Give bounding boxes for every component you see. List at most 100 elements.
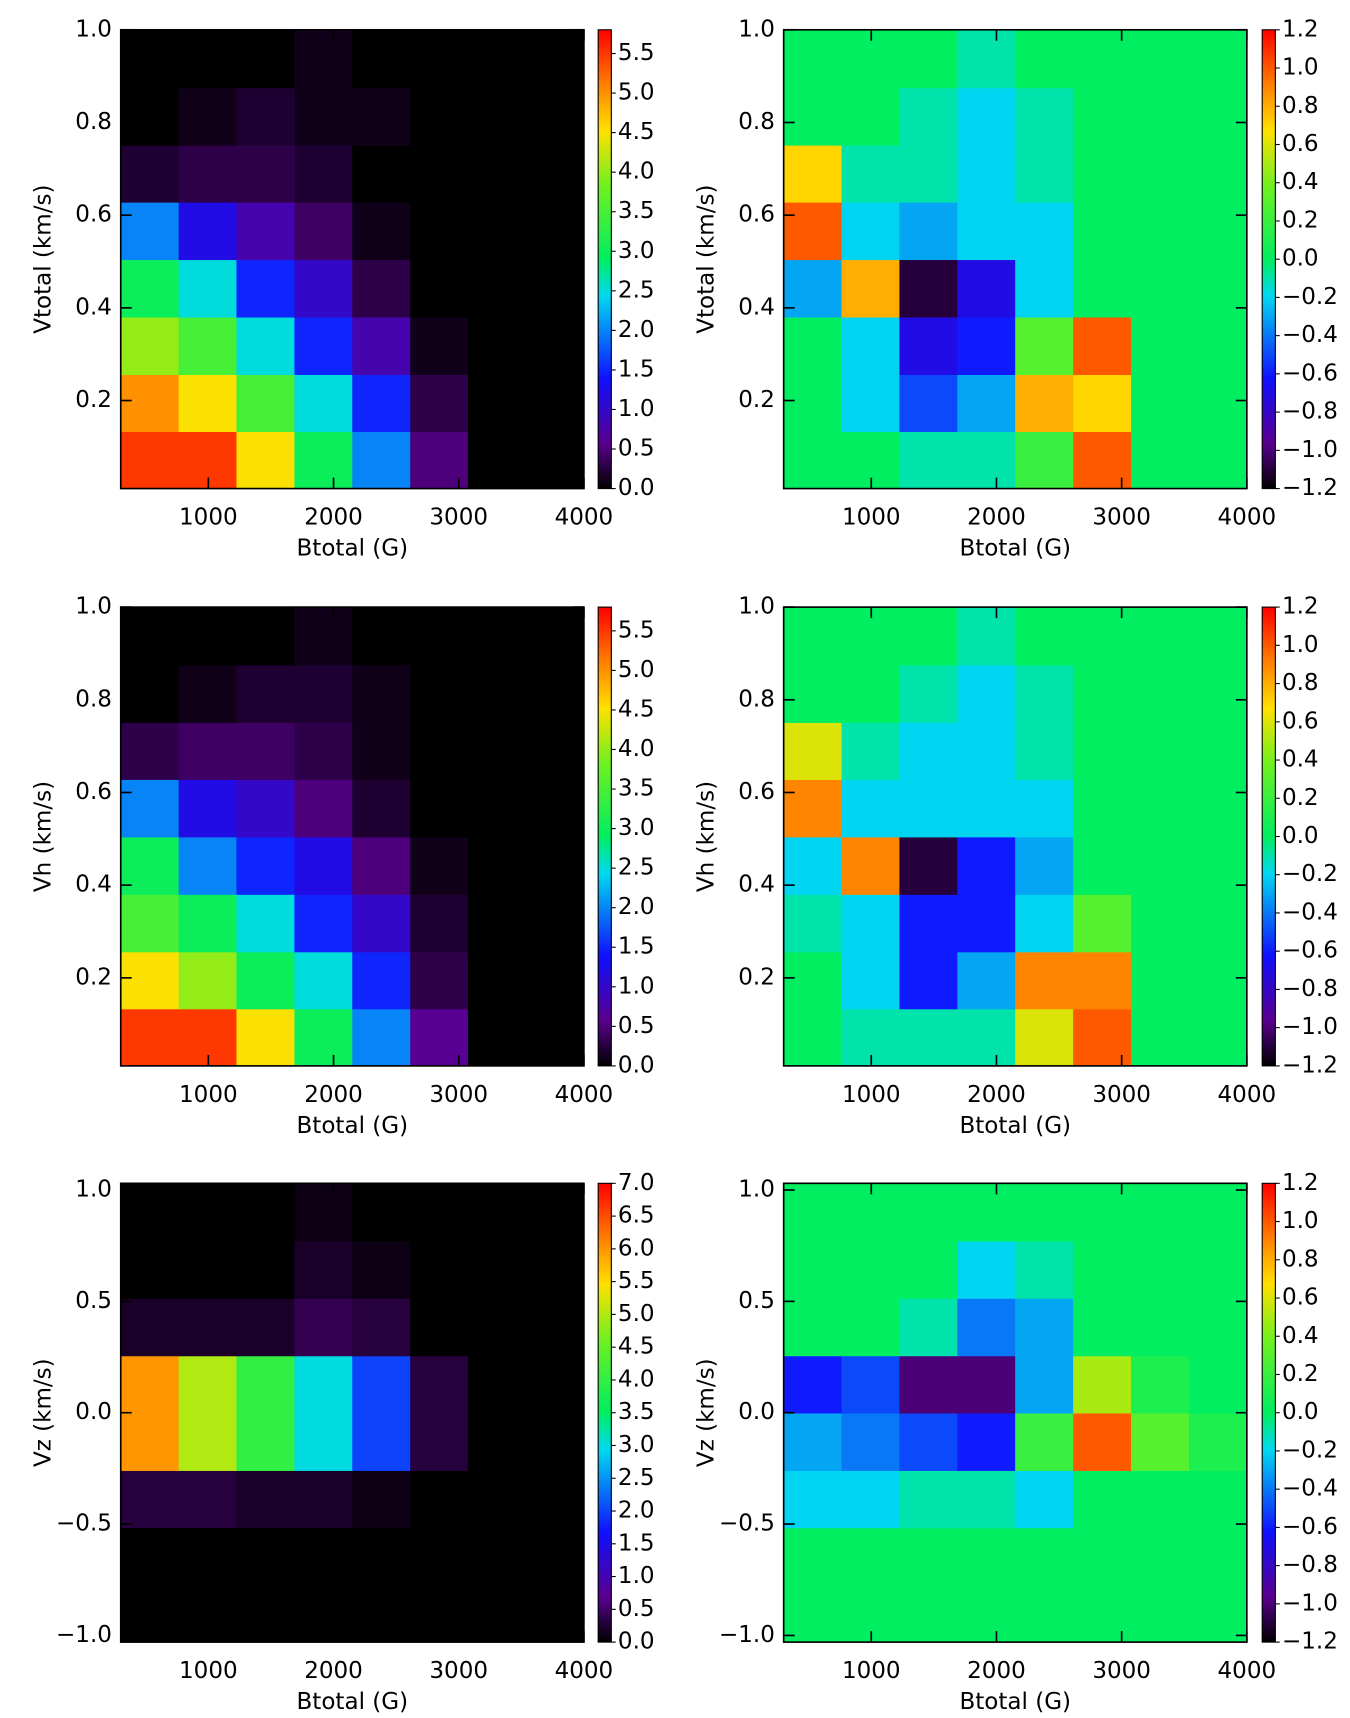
heatmap-cell	[236, 1008, 296, 1066]
colorbar	[597, 606, 612, 1067]
heatmap-cell	[1015, 607, 1075, 666]
heatmap-cell	[294, 721, 354, 780]
heatmap-cell	[1188, 893, 1247, 953]
colorbar-tick-label: −1.0	[1282, 1590, 1338, 1616]
heatmap-cell	[526, 373, 584, 432]
colorbar-tick-label: 0.0	[618, 1052, 655, 1078]
heatmap-cell	[120, 664, 180, 723]
heatmap-cell	[957, 1183, 1017, 1242]
y-tick-label: 1.0	[738, 594, 775, 620]
heatmap-cell	[783, 950, 843, 1010]
heatmap-cell	[410, 1240, 470, 1299]
heatmap-cell	[410, 1298, 470, 1357]
heatmap-cell	[783, 1008, 843, 1066]
heatmap-cell	[468, 201, 527, 261]
heatmap-cell	[1130, 431, 1190, 489]
heatmap-cell	[352, 259, 412, 318]
heatmap-cell	[1130, 664, 1190, 723]
heatmap-cell	[352, 1240, 412, 1299]
heatmap-cell	[783, 431, 843, 489]
heatmap-cell	[352, 144, 412, 203]
heatmap-cell	[783, 721, 843, 780]
heatmap-cell	[294, 950, 354, 1010]
heatmap-cell	[1015, 259, 1075, 318]
colorbar-tick-label: −0.4	[1282, 322, 1338, 348]
heatmap-cell	[526, 721, 584, 780]
colorbar-tick-label: 5.5	[618, 617, 655, 643]
colorbar-tick-label: 0.0	[1282, 246, 1319, 272]
heatmap-cell	[236, 316, 296, 375]
heatmap-cell	[841, 1527, 901, 1586]
heatmap-cell	[1188, 607, 1247, 666]
heatmap-cell	[1130, 1240, 1190, 1299]
heatmap-cell	[1073, 431, 1132, 489]
heatmap-cell	[1015, 779, 1075, 838]
heatmap-cell	[468, 431, 527, 489]
heatmap-cell	[1130, 29, 1190, 89]
colorbar-tick-label: 0.5	[618, 1596, 655, 1622]
heatmap-cell	[526, 87, 584, 146]
heatmap-cell	[352, 1412, 412, 1471]
heatmap-cell	[1015, 1584, 1075, 1643]
heatmap-cell	[783, 1183, 843, 1242]
x-tick-label: 4000	[1218, 1082, 1277, 1108]
heatmap-cell	[120, 1240, 180, 1299]
colorbar-tick-label: 1.2	[1282, 16, 1319, 42]
heatmap-cell	[841, 721, 901, 780]
y-tick-label: 0.6	[75, 779, 112, 805]
x-tick-label: 4000	[1218, 505, 1277, 531]
heatmap-cell	[957, 1584, 1017, 1643]
heatmap-cell	[468, 1183, 527, 1242]
plot-frame	[119, 606, 585, 1067]
heatmap-cell	[1130, 87, 1190, 146]
colorbar-tick-label: 3.0	[618, 238, 655, 264]
heatmap-cell	[468, 259, 527, 318]
heatmap-cell	[1188, 87, 1247, 146]
heatmap-cell	[1015, 1008, 1075, 1066]
heatmap-cell	[1073, 201, 1132, 261]
heatmap-cell	[841, 1470, 901, 1529]
heatmap-cell	[352, 29, 412, 89]
heatmap-cell	[1073, 893, 1132, 953]
x-tick-label: 3000	[429, 505, 488, 531]
colorbar-tick-label: −0.2	[1282, 1437, 1338, 1463]
heatmap-cell	[178, 836, 238, 895]
x-axis-label: Btotal (G)	[297, 535, 409, 561]
heatmap-cell	[468, 87, 527, 146]
heatmap-cell	[1130, 259, 1190, 318]
heatmap-cell	[526, 316, 584, 375]
x-tick-label: 2000	[967, 1658, 1026, 1684]
heatmap-cell	[957, 1470, 1017, 1529]
y-tick-label: 1.0	[738, 1177, 775, 1203]
y-axis-label: Vh (km/s)	[693, 781, 719, 892]
heatmap-cell	[352, 316, 412, 375]
colorbar-tick-label: 0.5	[618, 436, 655, 462]
heatmap-cell	[352, 1008, 412, 1066]
heatmap-cell	[899, 664, 959, 723]
heatmap-cell	[178, 1240, 238, 1299]
colorbar-tick-label: 1.0	[618, 396, 655, 422]
y-tick-label: 0.2	[738, 964, 775, 990]
colorbar-tick-label: 1.2	[1282, 1170, 1319, 1196]
y-tick-label: −0.5	[56, 1511, 112, 1537]
heatmap-cell	[1188, 779, 1247, 838]
heatmap-cell	[899, 1183, 959, 1242]
colorbar-tick-label: 5.5	[618, 1268, 655, 1294]
y-tick-label: 0.5	[75, 1288, 112, 1314]
colorbar-tick-label: −0.8	[1282, 399, 1338, 425]
heatmap-cell	[352, 1298, 412, 1357]
heatmap-cell	[294, 1527, 354, 1586]
y-tick-label: 0.6	[738, 202, 775, 228]
y-tick-label: 0.8	[738, 686, 775, 712]
heatmap-cell	[120, 893, 180, 953]
heatmap-cell	[841, 950, 901, 1010]
heatmap-cell	[526, 1298, 584, 1357]
heatmap-cell	[1015, 1183, 1075, 1242]
colorbar-tick-label: 3.5	[618, 1399, 655, 1425]
heatmap-cell	[1073, 836, 1132, 895]
colorbar-tick-label: 5.0	[618, 80, 655, 106]
heatmap-cell	[899, 1355, 959, 1414]
colorbar-tick-label: 2.0	[618, 894, 655, 920]
colorbar-tick-label: 1.5	[618, 356, 655, 382]
colorbar	[597, 29, 612, 490]
